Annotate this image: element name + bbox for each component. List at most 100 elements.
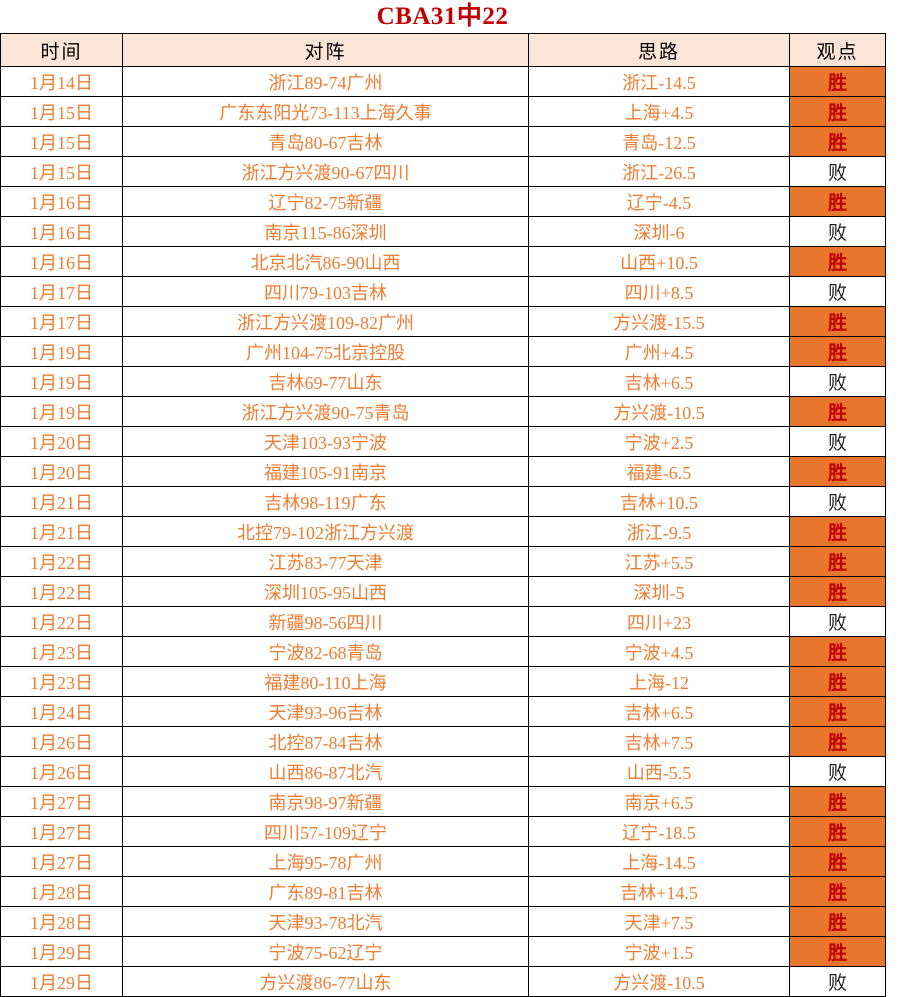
cell-view: 败	[789, 426, 886, 457]
cell-view: 胜	[789, 516, 886, 547]
table-row: 1月22日 江苏83-77天津 江苏+5.5 胜	[0, 546, 886, 577]
cell-match: 新疆98-56四川	[122, 606, 529, 637]
table-header: 时间 对阵 思路 观点	[0, 33, 886, 67]
cell-view: 败	[789, 966, 886, 997]
cell-view: 胜	[789, 546, 886, 577]
column-header-idea: 思路	[528, 33, 790, 67]
table-row: 1月19日 浙江方兴渡90-75青岛 方兴渡-10.5 胜	[0, 396, 886, 427]
cell-match: 广东89-81吉林	[122, 876, 529, 907]
cell-match: 北京北汽86-90山西	[122, 246, 529, 277]
cell-match: 福建80-110上海	[122, 666, 529, 697]
cell-match: 山西86-87北汽	[122, 756, 529, 787]
cell-time: 1月22日	[0, 606, 123, 637]
table-row: 1月16日 南京115-86深圳 深圳-6 败	[0, 216, 886, 247]
cell-time: 1月19日	[0, 336, 123, 367]
cell-time: 1月16日	[0, 216, 123, 247]
cell-idea: 上海-14.5	[528, 846, 790, 877]
cell-match: 青岛80-67吉林	[122, 126, 529, 157]
table-row: 1月19日 广州104-75北京控股 广州+4.5 胜	[0, 336, 886, 367]
table-body: 1月14日 浙江89-74广州 浙江-14.5 胜 1月15日 广东东阳光73-113上海…	[0, 66, 886, 997]
cell-time: 1月26日	[0, 756, 123, 787]
cell-view: 胜	[789, 696, 886, 727]
cell-idea: 福建-6.5	[528, 456, 790, 487]
cell-match: 辽宁82-75新疆	[122, 186, 529, 217]
cell-match: 浙江方兴渡90-75青岛	[122, 396, 529, 427]
cell-view: 败	[789, 756, 886, 787]
cell-view: 胜	[789, 936, 886, 967]
cell-view: 胜	[789, 726, 886, 757]
cell-time: 1月14日	[0, 66, 123, 97]
cell-idea: 南京+6.5	[528, 786, 790, 817]
cell-view: 胜	[789, 306, 886, 337]
cell-time: 1月27日	[0, 816, 123, 847]
cell-time: 1月29日	[0, 936, 123, 967]
cell-idea: 宁波+4.5	[528, 636, 790, 667]
cell-match: 吉林98-119广东	[122, 486, 529, 517]
cell-match: 北控79-102浙江方兴渡	[122, 516, 529, 547]
table-row: 1月21日 吉林98-119广东 吉林+10.5 败	[0, 486, 886, 517]
cell-idea: 宁波+1.5	[528, 936, 790, 967]
cell-time: 1月27日	[0, 846, 123, 877]
cell-time: 1月26日	[0, 726, 123, 757]
cell-match: 四川57-109辽宁	[122, 816, 529, 847]
cell-time: 1月23日	[0, 666, 123, 697]
cell-idea: 宁波+2.5	[528, 426, 790, 457]
table-row: 1月19日 吉林69-77山东 吉林+6.5 败	[0, 366, 886, 397]
column-header-match: 对阵	[122, 33, 529, 67]
table-row: 1月27日 南京98-97新疆 南京+6.5 胜	[0, 786, 886, 817]
cell-idea: 天津+7.5	[528, 906, 790, 937]
cell-idea: 吉林+6.5	[528, 366, 790, 397]
cell-idea: 山西+10.5	[528, 246, 790, 277]
cell-view: 败	[789, 276, 886, 307]
cell-time: 1月23日	[0, 636, 123, 667]
cell-match: 上海95-78广州	[122, 846, 529, 877]
cell-time: 1月27日	[0, 786, 123, 817]
table-row: 1月16日 辽宁82-75新疆 辽宁-4.5 胜	[0, 186, 886, 217]
table-row: 1月22日 新疆98-56四川 四川+23 败	[0, 606, 886, 637]
cell-match: 深圳105-95山西	[122, 576, 529, 607]
cell-match: 福建105-91南京	[122, 456, 529, 487]
cell-idea: 方兴渡-10.5	[528, 966, 790, 997]
cell-match: 吉林69-77山东	[122, 366, 529, 397]
cell-time: 1月15日	[0, 156, 123, 187]
table-row: 1月28日 天津93-78北汽 天津+7.5 胜	[0, 906, 886, 937]
table-row: 1月27日 四川57-109辽宁 辽宁-18.5 胜	[0, 816, 886, 847]
cell-match: 北控87-84吉林	[122, 726, 529, 757]
table-row: 1月29日 宁波75-62辽宁 宁波+1.5 胜	[0, 936, 886, 967]
cell-time: 1月22日	[0, 546, 123, 577]
table-row: 1月17日 浙江方兴渡109-82广州 方兴渡-15.5 胜	[0, 306, 886, 337]
cell-view: 败	[789, 606, 886, 637]
cell-idea: 深圳-6	[528, 216, 790, 247]
cell-match: 广州104-75北京控股	[122, 336, 529, 367]
cell-idea: 山西-5.5	[528, 756, 790, 787]
table-row: 1月26日 北控87-84吉林 吉林+7.5 胜	[0, 726, 886, 757]
cell-view: 胜	[789, 246, 886, 277]
cell-idea: 吉林+7.5	[528, 726, 790, 757]
cell-match: 宁波75-62辽宁	[122, 936, 529, 967]
cell-view: 胜	[789, 66, 886, 97]
table-row: 1月27日 上海95-78广州 上海-14.5 胜	[0, 846, 886, 877]
cell-view: 败	[789, 156, 886, 187]
cell-view: 败	[789, 486, 886, 517]
cell-view: 败	[789, 216, 886, 247]
cell-idea: 吉林+14.5	[528, 876, 790, 907]
cell-view: 胜	[789, 636, 886, 667]
cell-time: 1月20日	[0, 426, 123, 457]
cell-idea: 浙江-26.5	[528, 156, 790, 187]
cell-view: 胜	[789, 186, 886, 217]
cell-idea: 辽宁-4.5	[528, 186, 790, 217]
cell-view: 胜	[789, 126, 886, 157]
table-row: 1月20日 天津103-93宁波 宁波+2.5 败	[0, 426, 886, 457]
cell-match: 浙江89-74广州	[122, 66, 529, 97]
cell-time: 1月20日	[0, 456, 123, 487]
cell-time: 1月17日	[0, 306, 123, 337]
cell-idea: 上海-12	[528, 666, 790, 697]
cell-idea: 吉林+6.5	[528, 696, 790, 727]
cell-time: 1月24日	[0, 696, 123, 727]
cell-match: 江苏83-77天津	[122, 546, 529, 577]
cell-view: 胜	[789, 576, 886, 607]
table-row: 1月29日 方兴渡86-77山东 方兴渡-10.5 败	[0, 966, 886, 997]
cell-match: 天津93-78北汽	[122, 906, 529, 937]
cell-view: 胜	[789, 906, 886, 937]
cell-view: 胜	[789, 96, 886, 127]
